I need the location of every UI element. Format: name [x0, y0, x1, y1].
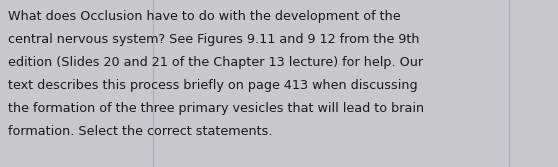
Text: the formation of the three primary vesicles that will lead to brain: the formation of the three primary vesic… [8, 102, 424, 115]
Text: formation. Select the correct statements.: formation. Select the correct statements… [8, 125, 272, 138]
Text: central nervous system? See Figures 9.11 and 9 12 from the 9th: central nervous system? See Figures 9.11… [8, 33, 420, 46]
Text: What does Occlusion have to do with the development of the: What does Occlusion have to do with the … [8, 10, 401, 23]
Text: edition (Slides 20 and 21 of the Chapter 13 lecture) for help. Our: edition (Slides 20 and 21 of the Chapter… [8, 56, 423, 69]
Text: text describes this process briefly on page 413 when discussing: text describes this process briefly on p… [8, 79, 417, 92]
